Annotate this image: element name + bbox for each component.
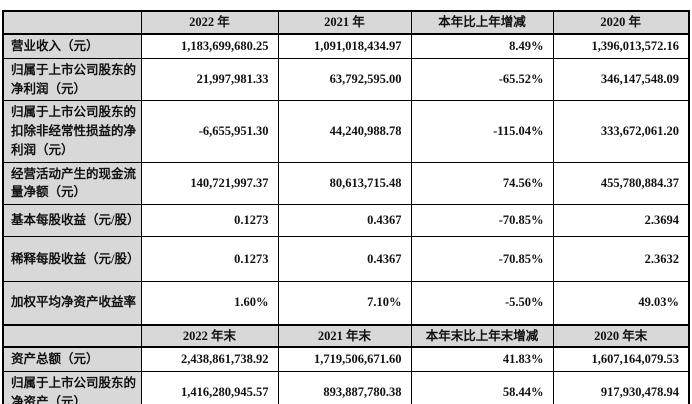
value-2021: 1,091,018,434.97 [277,33,412,59]
corner-cell [2,323,142,349]
row-label: 归属于上市公司股东的净资产（元） [2,371,142,404]
row-label: 经营活动产生的现金流量净额（元） [2,161,142,205]
table-row-operating-cash-flow: 经营活动产生的现金流量净额（元） 140,721,997.37 80,613,7… [2,161,690,205]
row-label: 资产总额（元） [2,346,142,373]
value-2022: 21,997,981.33 [140,57,279,102]
value-2021: 44,240,988.78 [277,100,412,163]
value-yoy-change: -70.85% [410,204,554,237]
value-2021: 1,719,506,671.60 [277,346,412,373]
value-2020: 49.03% [552,281,690,325]
table-row-weighted-avg-roe: 加权平均净资产收益率 1.60% 7.10% -5.50% 49.03% [2,281,690,325]
value-2022: -6,655,951.30 [140,100,279,163]
value-2022: 0.1273 [140,236,279,282]
value-2020: 333,672,061.20 [552,100,690,163]
row-label: 归属于上市公司股东的净利润（元） [2,57,142,102]
corner-cell [2,10,142,35]
table-row-net-profit-excl-nonrecurring: 归属于上市公司股东的扣除非经常性损益的净利润（元） -6,655,951.30 … [2,100,690,163]
value-2022: 0.1273 [140,204,279,237]
value-2020: 1,607,164,079.53 [552,346,690,373]
col-header-year-end-change: 本年末比上年末增减 [410,323,554,349]
value-yoy-change: 58.44% [410,371,554,404]
table-row-basic-eps: 基本每股收益（元/股） 0.1273 0.4367 -70.85% 2.3694 [2,204,690,237]
row-label: 归属于上市公司股东的扣除非经常性损益的净利润（元） [2,100,142,163]
value-2020: 917,930,478.94 [552,371,690,404]
value-2021: 0.4367 [277,204,412,237]
value-yoy-change: 41.83% [410,346,554,373]
value-yoy-change: 74.56% [410,161,554,205]
value-2022: 1,416,280,945.57 [140,371,279,404]
table-row-operating-revenue: 营业收入（元） 1,183,699,680.25 1,091,018,434.9… [2,33,690,59]
table-row-diluted-eps: 稀释每股收益（元/股） 0.1273 0.4367 -70.85% 2.3632 [2,236,690,282]
value-yoy-change: -70.85% [410,236,554,282]
value-2021: 893,887,780.38 [277,371,412,404]
value-2020: 2.3694 [552,204,690,237]
value-yoy-change: -5.50% [410,281,554,325]
table-row-net-assets: 归属于上市公司股东的净资产（元） 1,416,280,945.57 893,88… [2,371,690,404]
value-2020: 1,396,013,572.16 [552,33,690,59]
table-header-row-annual: 2022 年 2021 年 本年比上年增减 2020 年 [2,10,690,35]
value-2022: 140,721,997.37 [140,161,279,205]
value-yoy-change: 8.49% [410,33,554,59]
table-header-row-year-end: 2022 年末 2021 年末 本年末比上年末增减 2020 年末 [2,323,690,349]
value-2020: 346,147,548.09 [552,57,690,102]
value-2021: 0.4367 [277,236,412,282]
value-2022: 2,438,861,738.92 [140,346,279,373]
col-header-yoy-change: 本年比上年增减 [410,10,554,35]
row-label: 加权平均净资产收益率 [2,281,142,325]
value-2021: 63,792,595.00 [277,57,412,102]
value-2020: 2.3632 [552,236,690,282]
row-label: 稀释每股收益（元/股） [2,236,142,282]
col-header-2022-year-end: 2022 年末 [140,323,279,349]
value-2021: 80,613,715.48 [277,161,412,205]
value-yoy-change: -65.52% [410,57,554,102]
value-2022: 1,183,699,680.25 [140,33,279,59]
value-yoy-change: -115.04% [410,100,554,163]
row-label: 基本每股收益（元/股） [2,204,142,237]
row-label: 营业收入（元） [2,33,142,59]
col-header-2020: 2020 年 [552,10,690,35]
col-header-2022: 2022 年 [140,10,279,35]
table-row-net-profit: 归属于上市公司股东的净利润（元） 21,997,981.33 63,792,59… [2,57,690,102]
col-header-2021-year-end: 2021 年末 [277,323,412,349]
value-2020: 455,780,884.37 [552,161,690,205]
value-2022: 1.60% [140,281,279,325]
col-header-2020-year-end: 2020 年末 [552,323,690,349]
value-2021: 7.10% [277,281,412,325]
financial-summary-table: 2022 年 2021 年 本年比上年增减 2020 年 营业收入（元） 1,1… [2,10,690,404]
col-header-2021: 2021 年 [277,10,412,35]
table-row-total-assets: 资产总额（元） 2,438,861,738.92 1,719,506,671.6… [2,346,690,373]
